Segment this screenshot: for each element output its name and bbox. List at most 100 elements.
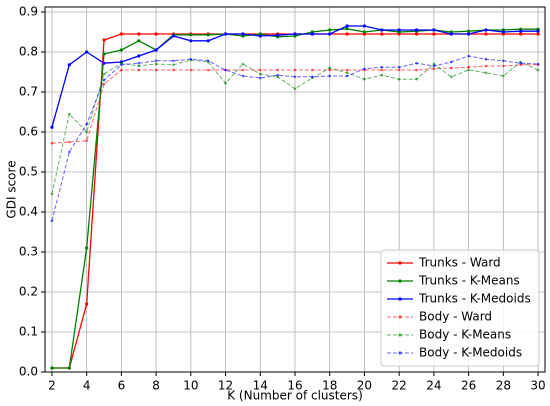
x-tick-label: 6 <box>118 379 126 393</box>
legend-label: Trunks - Ward <box>418 256 501 270</box>
point <box>345 68 349 72</box>
point <box>432 32 436 36</box>
point <box>519 32 523 36</box>
x-tick-label: 30 <box>530 379 545 393</box>
x-tick-label: 16 <box>287 379 302 393</box>
point <box>137 61 141 65</box>
point <box>380 65 384 69</box>
legend-box <box>380 249 540 367</box>
point <box>67 366 71 370</box>
point <box>206 68 210 72</box>
point <box>276 68 279 72</box>
point <box>467 65 470 69</box>
point <box>536 32 540 36</box>
point <box>293 87 297 91</box>
point <box>241 68 245 72</box>
point <box>363 67 366 71</box>
point <box>50 125 54 129</box>
point <box>276 33 280 37</box>
point <box>85 50 89 54</box>
point <box>310 32 314 36</box>
point <box>258 76 262 80</box>
point <box>189 39 193 43</box>
point <box>415 77 418 81</box>
point <box>380 68 384 72</box>
point <box>415 68 418 72</box>
point <box>502 74 505 78</box>
point <box>119 48 123 52</box>
point <box>171 34 176 38</box>
point <box>345 32 349 36</box>
legend-label: Body - Ward <box>419 310 492 324</box>
point <box>484 57 488 61</box>
point <box>154 48 158 52</box>
point <box>397 28 401 32</box>
point <box>467 29 471 33</box>
point <box>189 33 193 37</box>
point <box>258 34 262 38</box>
point <box>50 366 54 370</box>
legend-marker <box>398 261 402 265</box>
y-axis-label: GDI score <box>5 160 19 218</box>
point <box>293 32 297 36</box>
point <box>85 122 88 126</box>
point <box>67 63 71 67</box>
x-tick-label: 12 <box>218 379 233 393</box>
point <box>328 32 332 36</box>
point <box>154 62 158 66</box>
point <box>102 72 106 76</box>
x-tick-label: 24 <box>426 379 441 393</box>
point <box>276 73 279 77</box>
point <box>449 66 453 70</box>
point <box>241 74 245 78</box>
point <box>102 52 106 56</box>
legend-marker <box>398 333 402 337</box>
point <box>154 59 158 63</box>
legend-label: Trunks - K-Medoids <box>418 292 531 306</box>
point <box>85 302 89 306</box>
point <box>172 63 175 67</box>
point <box>293 68 297 72</box>
point <box>206 33 210 37</box>
y-tick-label: 0.6 <box>19 125 38 139</box>
x-tick-label: 26 <box>461 379 476 393</box>
legend-marker <box>398 297 402 301</box>
point <box>449 75 453 79</box>
point <box>50 219 54 223</box>
point <box>363 77 366 81</box>
point <box>345 74 349 78</box>
point <box>536 68 540 72</box>
x-tick-label: 28 <box>496 379 511 393</box>
point <box>68 140 71 144</box>
point <box>172 59 175 63</box>
point <box>224 68 227 72</box>
point <box>102 61 106 65</box>
x-axis-label: K (Number of clusters) <box>227 389 363 403</box>
y-tick-label: 0.3 <box>19 245 38 259</box>
point <box>362 24 367 28</box>
x-tick-label: 18 <box>322 379 337 393</box>
legend-marker <box>398 315 402 319</box>
x-tick-label: 4 <box>83 379 91 393</box>
y-tick-label: 0.7 <box>19 85 38 99</box>
point <box>189 57 193 61</box>
point <box>119 32 123 36</box>
point <box>536 62 540 66</box>
point <box>467 32 471 36</box>
point <box>484 32 488 36</box>
y-tick-label: 0.5 <box>19 165 38 179</box>
point <box>137 64 141 68</box>
point <box>224 81 227 85</box>
y-tick-label: 0.2 <box>19 285 38 299</box>
point <box>206 39 210 43</box>
point <box>414 32 419 36</box>
point <box>432 62 436 66</box>
point <box>502 64 505 68</box>
point <box>172 68 175 72</box>
point <box>362 30 367 34</box>
point <box>484 71 488 75</box>
legend-label: Body - K-Means <box>419 328 511 342</box>
point <box>449 32 453 36</box>
point <box>258 72 262 76</box>
